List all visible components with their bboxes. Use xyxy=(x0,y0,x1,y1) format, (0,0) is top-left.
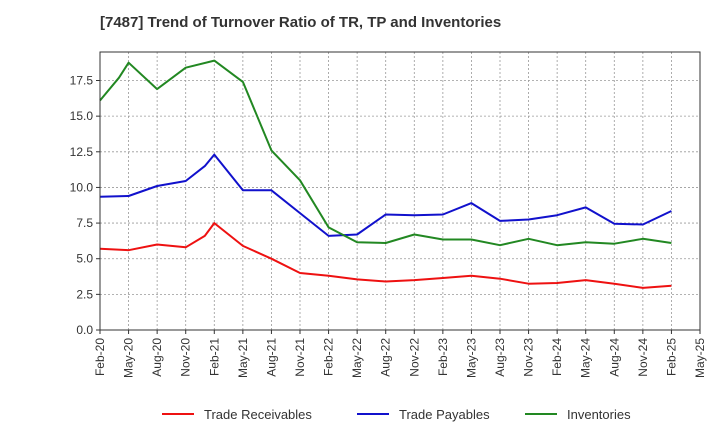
x-tick-label: Nov-21 xyxy=(293,338,307,377)
y-tick-label: 10.0 xyxy=(70,180,94,194)
x-tick-label: May-21 xyxy=(236,338,250,378)
x-tick-label: May-22 xyxy=(350,338,364,378)
legend: Trade Receivables Trade Payables Inventori… xyxy=(162,407,631,422)
x-tick-label: Aug-21 xyxy=(264,338,278,377)
x-tick-label: Aug-23 xyxy=(493,338,507,377)
y-tick-label: 15.0 xyxy=(70,109,94,123)
y-tick-label: 0.0 xyxy=(76,323,93,337)
chart-title: [7487] Trend of Turnover Ratio of TR, TP… xyxy=(100,14,502,31)
plot-frame xyxy=(99,51,701,331)
x-tick-label: May-25 xyxy=(693,338,707,378)
legend-label-3: Inventories xyxy=(567,407,631,422)
y-tick-label: 7.5 xyxy=(76,216,93,230)
y-tick-label: 12.5 xyxy=(70,145,94,159)
legend-label-1: Trade Receivables xyxy=(204,407,312,422)
x-tick-label: Aug-24 xyxy=(607,338,621,377)
x-tick-label: Aug-20 xyxy=(150,338,164,377)
y-axis-ticks: 0.0 2.5 5.0 7.5 10.0 12.5 15.0 17.5 xyxy=(70,74,100,337)
series-line-1 xyxy=(99,222,672,289)
x-tick-label: Feb-22 xyxy=(322,338,336,376)
x-tick-label: May-20 xyxy=(122,338,136,378)
x-tick-label: Nov-22 xyxy=(407,338,421,377)
grid-layer xyxy=(99,52,701,331)
x-tick-label: Nov-24 xyxy=(636,338,650,377)
x-axis-ticks: Feb-20 May-20 Aug-20 Nov-20 Feb-21 May-21 Aug-… xyxy=(93,330,707,378)
x-tick-label: May-24 xyxy=(579,338,593,378)
series-layer xyxy=(99,59,672,289)
y-tick-label: 2.5 xyxy=(76,287,93,301)
y-tick-label: 17.5 xyxy=(70,74,94,88)
x-tick-label: Feb-24 xyxy=(550,338,564,376)
series-line-2 xyxy=(99,153,672,237)
x-tick-label: Feb-23 xyxy=(436,338,450,376)
legend-label-2: Trade Payables xyxy=(399,407,490,422)
y-tick-label: 5.0 xyxy=(76,252,93,266)
series-line-3 xyxy=(99,59,672,247)
x-tick-label: Feb-20 xyxy=(93,338,107,376)
x-tick-label: Feb-21 xyxy=(207,338,221,376)
x-tick-label: Feb-25 xyxy=(664,338,678,376)
x-tick-label: Nov-20 xyxy=(179,338,193,377)
x-tick-label: Nov-23 xyxy=(522,338,536,377)
x-tick-label: May-23 xyxy=(464,338,478,378)
x-tick-label: Aug-22 xyxy=(379,338,393,377)
